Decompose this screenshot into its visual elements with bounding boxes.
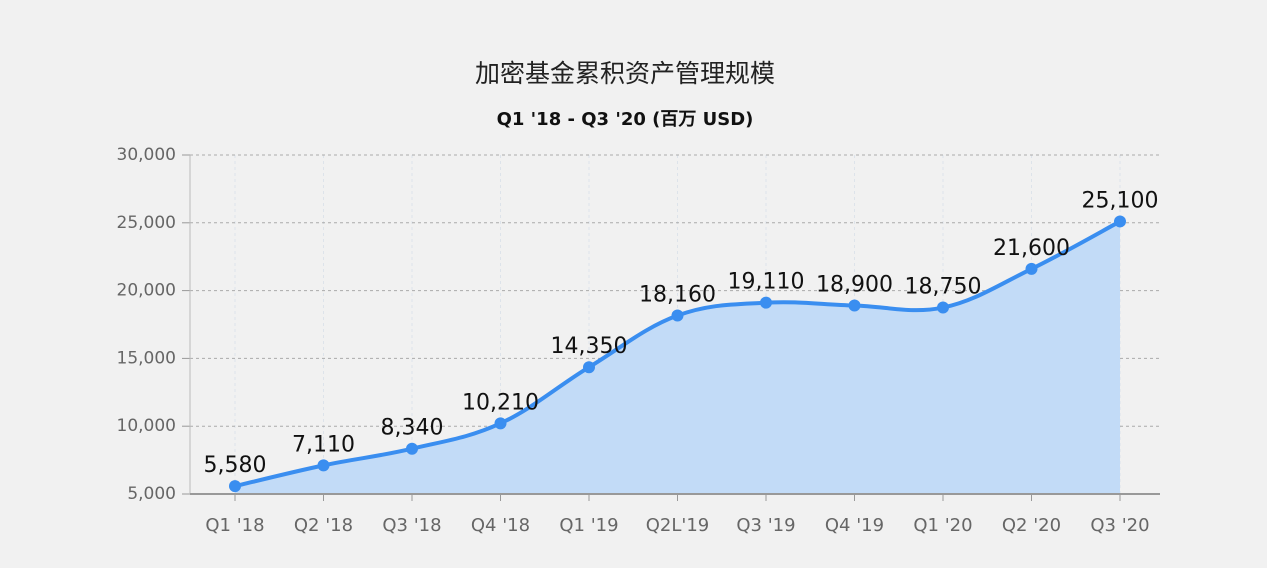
point xyxy=(848,299,861,312)
value-label: 18,160 xyxy=(639,283,716,308)
point xyxy=(1025,262,1038,275)
x-tick-label: Q1 '19 xyxy=(559,515,618,536)
point xyxy=(1114,215,1126,228)
y-tick-label: 15,000 xyxy=(117,348,176,368)
area xyxy=(235,221,1120,494)
x-tick-label: Q4 '19 xyxy=(825,515,884,536)
point xyxy=(583,361,595,374)
point xyxy=(406,442,418,455)
value-label: 5,580 xyxy=(204,453,267,478)
x-tick-label: Q3 '19 xyxy=(736,515,795,536)
value-label: 18,900 xyxy=(816,273,893,298)
y-tick-label: 20,000 xyxy=(117,281,176,301)
y-tick-label: 25,000 xyxy=(117,213,176,233)
value-label: 10,210 xyxy=(462,390,539,415)
value-label: 18,750 xyxy=(905,275,982,300)
x-tick-label: Q4 '18 xyxy=(471,515,530,536)
point xyxy=(671,309,684,322)
value-label: 25,100 xyxy=(1082,188,1159,213)
y-tick-label: 30,000 xyxy=(117,145,176,165)
value-label: 8,340 xyxy=(381,416,444,441)
point xyxy=(760,296,772,309)
y-tick-label: 10,000 xyxy=(117,416,176,436)
x-tick-label: Q3 '18 xyxy=(382,515,441,536)
x-tick-label: Q1 '18 xyxy=(205,515,264,536)
value-label: 14,350 xyxy=(551,334,628,359)
x-tick-label: Q1 '20 xyxy=(913,515,972,536)
point xyxy=(229,480,241,493)
x-tick-label: Q2L'19 xyxy=(646,515,710,536)
x-tick-label: Q2 '20 xyxy=(1002,515,1061,536)
value-label: 21,600 xyxy=(993,236,1070,261)
value-label: 7,110 xyxy=(292,432,355,457)
value-label: 19,110 xyxy=(728,270,805,295)
y-tick-label: 5,000 xyxy=(127,484,176,504)
point xyxy=(317,459,330,472)
chart-subtitle: Q1 '18 - Q3 '20 (百万 USD) xyxy=(497,109,754,130)
point xyxy=(937,301,949,314)
x-tick-label: Q3 '20 xyxy=(1090,515,1149,536)
chart-title: 加密基金累积资产管理规模 xyxy=(475,59,775,88)
point xyxy=(494,417,507,430)
x-tick-label: Q2 '18 xyxy=(294,515,353,536)
